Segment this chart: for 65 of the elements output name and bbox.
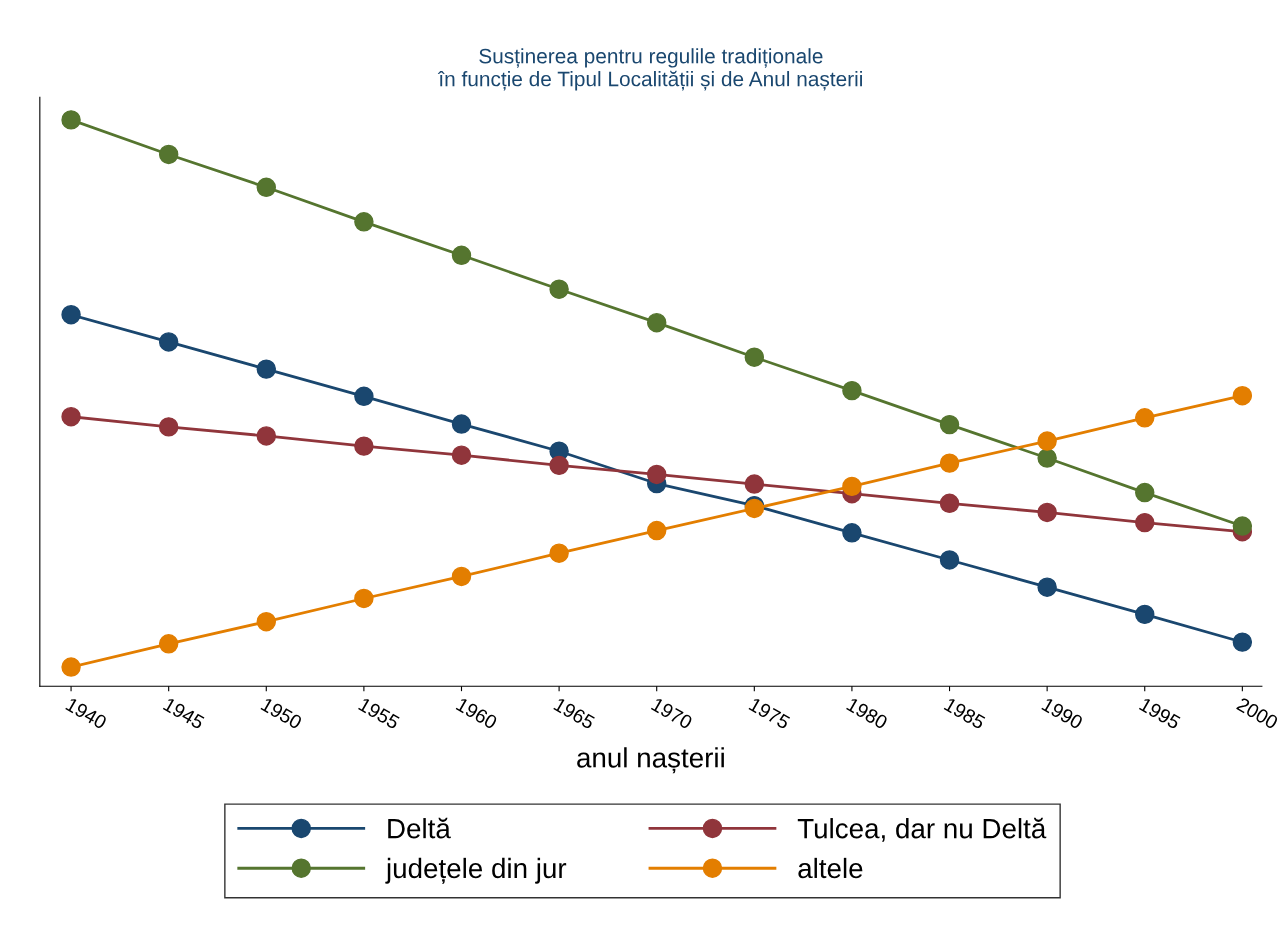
x-tick-label: 1940 (65, 697, 108, 730)
point (646, 520, 667, 541)
point (451, 245, 472, 265)
x-tick-label: 1980 (846, 697, 889, 730)
point (256, 359, 277, 379)
legend-label: Tulcea, dar nu Deltă (797, 817, 1047, 842)
point (646, 312, 667, 333)
point (256, 426, 277, 446)
point (939, 453, 960, 473)
point (158, 417, 179, 437)
point (1037, 502, 1057, 523)
point (354, 386, 374, 407)
point (939, 493, 960, 514)
x-tick-label: 1990 (1041, 697, 1084, 730)
point (744, 347, 765, 367)
point (61, 305, 81, 325)
x-tick-label: 1945 (162, 697, 206, 730)
x-tick-label: 1955 (358, 697, 401, 730)
point (842, 476, 862, 497)
point (1232, 516, 1253, 536)
x-tick-label: 1970 (650, 697, 694, 730)
point (158, 634, 179, 654)
point (354, 436, 374, 456)
point (61, 406, 81, 427)
point (61, 657, 81, 677)
point (842, 523, 862, 543)
point (744, 474, 765, 494)
point (1037, 431, 1057, 451)
point (549, 455, 569, 476)
x-tick-label: 1960 (455, 697, 499, 730)
point (1135, 482, 1155, 503)
point (1135, 512, 1155, 533)
point (158, 332, 179, 352)
legend-label: județele din jur (385, 857, 567, 884)
point (256, 611, 277, 632)
point (646, 464, 667, 485)
point (1232, 632, 1253, 652)
point (451, 445, 472, 465)
x-tick-label: 1950 (260, 697, 303, 730)
point (1135, 408, 1155, 428)
point (354, 212, 374, 232)
point (549, 279, 569, 299)
point (939, 550, 960, 570)
x-tick-label: 1965 (553, 697, 596, 730)
point (256, 177, 277, 198)
point (61, 110, 81, 130)
point (549, 543, 569, 563)
x-tick-label: 2000 (1236, 696, 1279, 730)
x-axis-title: anul nașterii (577, 747, 724, 774)
point (1037, 577, 1057, 597)
point (158, 144, 179, 165)
legend-label: Deltă (388, 817, 451, 839)
point (1037, 448, 1057, 468)
point (1135, 604, 1155, 625)
point (451, 414, 472, 434)
point (451, 566, 472, 587)
point (354, 588, 374, 609)
legend-label: altele (798, 857, 863, 879)
x-tick-label: 1975 (748, 697, 791, 730)
point (1232, 386, 1253, 406)
x-tick-label: 1995 (1138, 697, 1182, 730)
point (842, 380, 862, 401)
chart-title: Susținerea pentru regulile tradiționale în funcție de Tipul Localității și de Anul nașterii (437, 48, 862, 91)
x-tick-label: 1985 (943, 697, 987, 730)
point (939, 414, 960, 435)
